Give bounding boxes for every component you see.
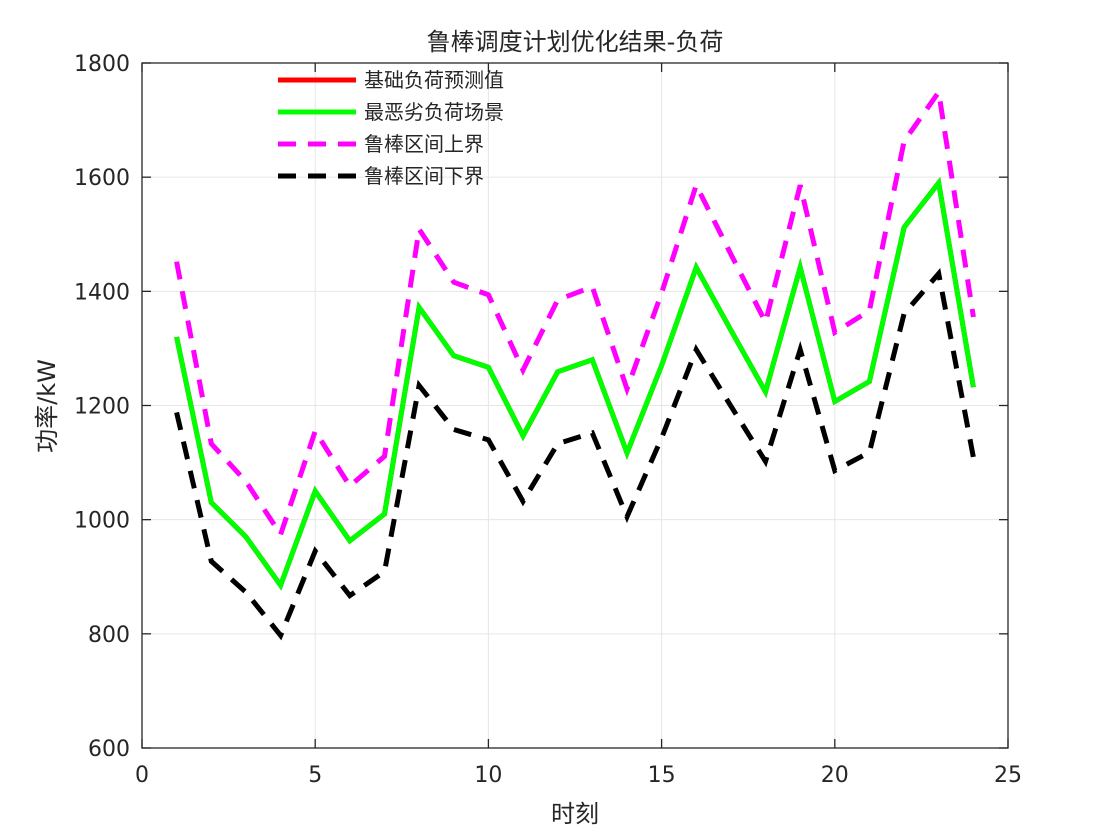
series-line-4: [174, 268, 976, 641]
x-tick-label: 15: [648, 763, 676, 788]
x-tick-label: 5: [308, 763, 322, 788]
series-layer: [174, 85, 976, 641]
series-line-3: [174, 85, 976, 541]
y-tick: 1400: [74, 280, 1008, 305]
y-tick-label: 1200: [74, 395, 130, 420]
legend-item-2: 最恶劣负荷场景: [278, 100, 504, 124]
y-tick-label: 1600: [74, 166, 130, 191]
x-tick: 20: [821, 63, 849, 788]
legend-item-4: 鲁棒区间下界: [278, 164, 484, 188]
x-tick: 10: [474, 63, 502, 788]
x-tick: 15: [648, 63, 676, 788]
x-tick-label: 25: [994, 763, 1022, 788]
y-tick-label: 600: [88, 737, 130, 762]
y-tick: 1800: [74, 52, 1008, 77]
chart-title: 鲁棒调度计划优化结果-负荷: [427, 28, 724, 56]
y-tick: 1600: [74, 166, 1008, 191]
x-tick-label: 0: [135, 763, 149, 788]
legend-item-3: 鲁棒区间上界: [278, 132, 484, 156]
y-tick-label: 800: [88, 623, 130, 648]
y-tick: 800: [88, 623, 1008, 648]
y-tick-label: 1800: [74, 52, 130, 77]
series-line-2: [174, 176, 976, 591]
y-tick-label: 1000: [74, 509, 130, 534]
x-tick-label: 20: [821, 763, 849, 788]
legend-item-1: 基础负荷预测值: [278, 68, 504, 92]
y-tick: 1000: [74, 509, 1008, 534]
legend-label: 最恶劣负荷场景: [364, 100, 504, 124]
x-axis-label: 时刻: [551, 800, 599, 828]
x-tick: 5: [308, 63, 322, 788]
legend-label: 鲁棒区间上界: [364, 132, 484, 156]
y-tick: 1200: [74, 395, 1008, 420]
x-tick: 0: [135, 63, 149, 788]
x-tick: 25: [994, 63, 1022, 788]
legend-label: 鲁棒区间下界: [364, 164, 484, 188]
legend-label: 基础负荷预测值: [364, 68, 504, 92]
y-axis-label: 功率/kW: [33, 359, 61, 453]
x-tick-label: 10: [474, 763, 502, 788]
y-tick: 600: [88, 737, 1008, 762]
axis-ticks: 0 5 10 15 20 25 600 800 1000 1200 1400 1600 1800: [74, 52, 1022, 788]
y-tick-label: 1400: [74, 280, 130, 305]
